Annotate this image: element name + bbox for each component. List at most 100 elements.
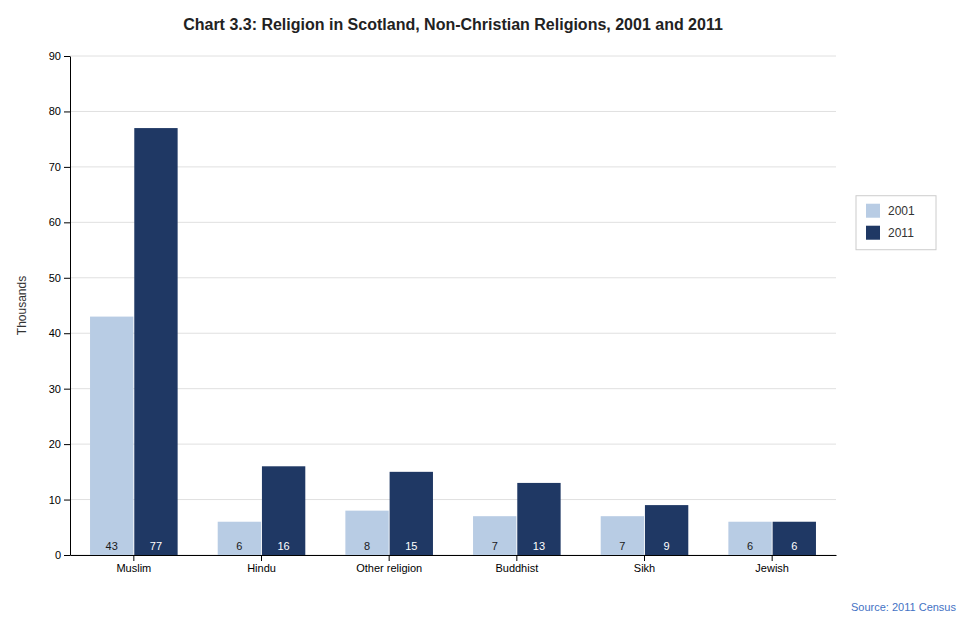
y-tick-label: 80	[49, 105, 61, 117]
y-tick-label: 40	[49, 327, 61, 339]
grid-line	[70, 222, 836, 223]
y-tick-mark	[64, 56, 70, 57]
y-tick-mark	[64, 555, 70, 556]
legend-label: 2011	[888, 226, 914, 240]
y-tick: 70	[49, 161, 70, 173]
legend-swatch	[866, 226, 880, 240]
y-tick-label: 60	[49, 216, 61, 228]
bar	[728, 522, 771, 555]
y-tick-mark	[64, 111, 70, 112]
bars	[90, 128, 816, 555]
y-axis: 0 10 20 30 40 50 60 70 80 90	[49, 50, 71, 561]
y-tick: 0	[55, 549, 70, 561]
x-tick: Hindu	[247, 555, 276, 574]
x-tick-mark	[644, 555, 645, 561]
y-tick: 10	[49, 494, 70, 506]
x-tick-mark	[389, 555, 390, 561]
legend-frame	[856, 196, 936, 250]
data-label: 9	[664, 540, 670, 552]
grid-line	[70, 56, 836, 57]
y-tick-mark	[64, 500, 70, 501]
y-tick-label: 90	[49, 50, 61, 62]
x-tick-label: Sikh	[634, 562, 655, 574]
y-tick: 20	[49, 438, 70, 450]
bar	[473, 516, 516, 555]
x-tick-label: Other religion	[356, 562, 422, 574]
x-tick-label: Buddhist	[495, 562, 538, 574]
y-tick-label: 30	[49, 383, 61, 395]
data-label: 6	[747, 540, 753, 552]
grid-line	[70, 499, 836, 500]
grid-line	[70, 111, 836, 112]
data-label: 77	[150, 540, 162, 552]
grid-line	[70, 444, 836, 445]
x-axis: Muslim Hindu Other religion Buddhist Sikh Jew…	[71, 555, 837, 574]
plot: 436877677161513960102030405060708090Musl…	[49, 50, 837, 574]
y-tick: 90	[49, 50, 70, 62]
data-label: 16	[277, 540, 289, 552]
data-label: 7	[492, 540, 498, 552]
x-tick: Jewish	[755, 555, 789, 574]
y-tick-mark	[64, 444, 70, 445]
y-tick: 40	[49, 327, 70, 339]
y-axis-title: Thousands	[15, 276, 29, 335]
data-label: 8	[364, 540, 370, 552]
x-axis-line	[71, 555, 837, 556]
y-tick: 30	[49, 383, 70, 395]
bar	[90, 317, 133, 555]
grid-line	[70, 388, 836, 389]
bar	[262, 466, 305, 555]
bar	[134, 128, 177, 555]
y-tick-mark	[64, 222, 70, 223]
annotation: Source: 2011 Census	[851, 601, 956, 613]
grid-line	[70, 555, 836, 556]
y-tick-label: 20	[49, 438, 61, 450]
y-tick: 50	[49, 272, 70, 284]
legend-item: 2001	[866, 204, 915, 218]
x-tick-mark	[133, 555, 134, 561]
bar	[517, 483, 560, 555]
bar	[218, 522, 261, 555]
legend-swatch	[866, 204, 880, 218]
data-label: 13	[533, 540, 545, 552]
x-tick-label: Jewish	[755, 562, 789, 574]
data-label: 43	[106, 540, 118, 552]
bar	[390, 472, 433, 555]
grid	[70, 56, 836, 555]
x-tick: Sikh	[634, 555, 655, 574]
y-tick-mark	[64, 333, 70, 334]
bar	[773, 522, 816, 555]
title: Chart 3.3: Religion in Scotland, Non-Chr…	[183, 16, 723, 33]
grid-line	[70, 333, 836, 334]
y-tick-label: 50	[49, 272, 61, 284]
y-tick-mark	[64, 278, 70, 279]
y-tick-label: 10	[49, 494, 61, 506]
grid-line	[70, 277, 836, 278]
bar	[645, 505, 688, 555]
chart: 436877677161513960102030405060708090Musl…	[0, 0, 976, 625]
y-tick: 60	[49, 216, 70, 228]
legend-item: 2011	[866, 226, 914, 240]
data-labels: 43687767716151396	[106, 540, 798, 552]
x-tick: Other religion	[356, 555, 422, 574]
bar	[601, 516, 644, 555]
x-tick-label: Muslim	[116, 562, 151, 574]
x-tick-mark	[516, 555, 517, 561]
x-tick-label: Hindu	[247, 562, 276, 574]
x-tick: Muslim	[116, 555, 151, 574]
y-tick: 80	[49, 105, 70, 117]
data-label: 6	[236, 540, 242, 552]
x-tick: Buddhist	[495, 555, 538, 574]
y-tick-label: 70	[49, 161, 61, 173]
legend: 2001 2011	[856, 196, 936, 250]
y-tick-label: 0	[55, 549, 61, 561]
y-tick-mark	[64, 167, 70, 168]
grid-line	[70, 166, 836, 167]
legend-label: 2001	[888, 204, 915, 218]
data-label: 7	[619, 540, 625, 552]
bar	[345, 511, 388, 555]
x-tick-mark	[772, 555, 773, 561]
x-tick-mark	[261, 555, 262, 561]
y-axis-line	[70, 57, 71, 556]
data-label: 6	[791, 540, 797, 552]
